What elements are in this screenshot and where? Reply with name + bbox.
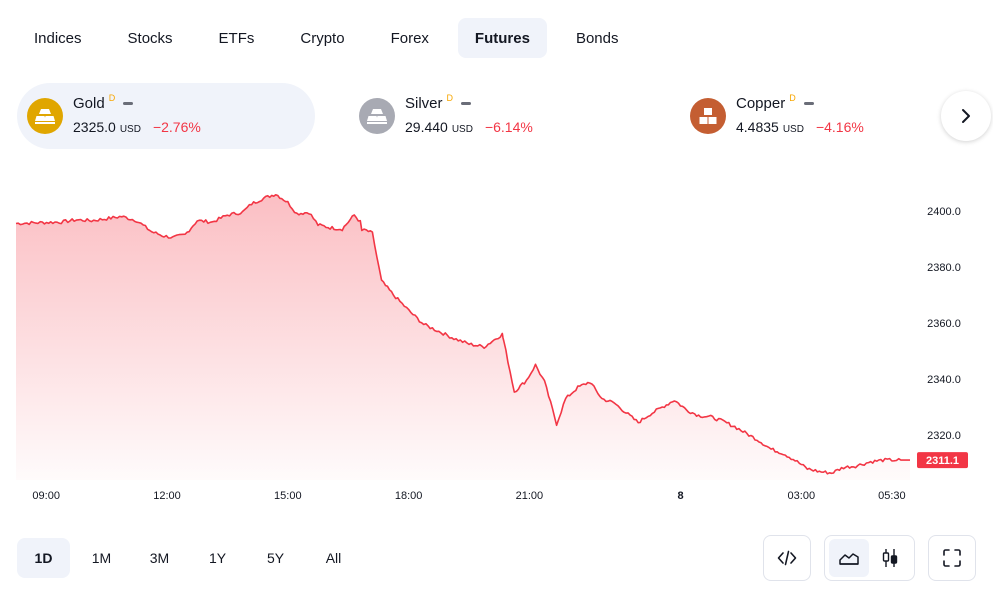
last-price-badge [917,452,968,469]
tab-crypto[interactable]: Crypto [300,29,345,47]
market-status-dash [123,102,134,105]
candlestick-chart-button[interactable] [870,539,910,577]
y-tick-label: 2320.0 [927,430,961,442]
symbol-price: 4.4835 [736,118,779,135]
price-area-fill [16,194,910,481]
range-1m[interactable]: 1M [91,550,112,566]
price-chart[interactable]: 2400.0 2380.0 2360.0 2340.0 2320.0 2311.1 09:0… [0,180,993,510]
x-tick-label: 8 [677,490,683,502]
area-chart-button[interactable] [829,539,869,577]
range-5y[interactable]: 5Y [266,550,285,566]
tab-indices[interactable]: Indices [34,29,82,47]
chart-style-toggle [824,535,915,581]
symbol-currency: USD [451,123,473,135]
gold-bars-icon [27,98,63,134]
symbol-values-row: 29.440 USD −6.14% [405,119,533,138]
range-selector: 1D 1M 3M 1Y 5Y All [17,538,365,578]
code-icon [777,550,797,566]
symbol-cards: Gold D 2325.0 USD −2.76% Silver D 29.440 USD −6.1… [17,83,977,149]
copper-blocks-icon-glyph [699,108,717,124]
y-tick-label: 2340.0 [927,374,961,386]
chevron-right-icon [962,109,970,123]
symbol-currency: USD [119,123,141,135]
symbol-name: Copper [736,94,786,112]
symbol-card-gold[interactable]: Gold D 2325.0 USD −2.76% [17,83,315,149]
symbol-values-row: 2325.0 USD −2.76% [73,119,201,138]
fullscreen-button[interactable] [928,535,976,581]
delayed-flag: D [789,92,796,103]
delayed-flag: D [446,92,454,103]
y-tick-label: 2360.0 [927,318,961,330]
x-tick-label: 09:00 [32,490,60,502]
silver-bars-icon-glyph [367,109,387,124]
market-status-dash [803,102,814,105]
range-3m[interactable]: 3M [149,550,170,566]
symbol-name-row: Copper D [736,93,864,113]
symbol-change: −4.16% [815,118,864,135]
range-1y[interactable]: 1Y [208,550,227,566]
symbol-values-row: 4.4835 USD −4.16% [736,119,864,138]
symbol-card-info: Gold D 2325.0 USD −2.76% [73,93,201,138]
embed-button[interactable] [763,535,811,581]
symbol-name-row: Gold D [73,93,201,113]
area-chart-icon [839,553,859,565]
x-tick-label: 05:30 [878,490,906,502]
x-tick-label: 18:00 [395,490,423,502]
symbol-card-info: Silver D 29.440 USD −6.14% [405,93,533,138]
price-chart-svg: 2400.0 2380.0 2360.0 2340.0 2320.0 2311.1 09:0… [15,194,968,502]
next-symbols-button[interactable] [941,91,991,141]
last-price-label: 2311.1 [926,455,959,467]
symbol-name: Gold [73,94,105,112]
gold-bars-icon-glyph [35,109,55,124]
delayed-flag: D [108,92,116,103]
range-all[interactable]: All [325,550,342,566]
x-tick-label: 03:00 [788,490,816,502]
symbol-name-row: Silver D [405,93,533,113]
symbol-change: −6.14% [484,118,533,135]
symbol-price: 29.440 [405,118,448,135]
tab-forex[interactable]: Forex [390,29,429,47]
x-tick-label: 21:00 [516,490,544,502]
silver-bars-icon [359,98,395,134]
symbol-price: 2325.0 [73,118,116,135]
category-tabs: Indices Stocks ETFs Crypto Forex Futures Bonds [17,18,647,58]
symbol-change: −2.76% [152,118,201,135]
candlestick-icon [882,549,898,567]
market-status-dash [461,102,472,105]
symbol-card-copper[interactable]: Copper D 4.4835 USD −4.16% [680,83,978,149]
symbol-card-info: Copper D 4.4835 USD −4.16% [736,93,864,138]
y-tick-label: 2380.0 [927,262,961,274]
symbol-name: Silver [405,94,443,112]
symbol-card-silver[interactable]: Silver D 29.440 USD −6.14% [349,83,647,149]
x-tick-label: 12:00 [153,490,181,502]
fullscreen-icon [943,549,961,567]
symbol-currency: USD [782,123,804,135]
tab-futures[interactable]: Futures [457,18,547,58]
tab-stocks[interactable]: Stocks [127,29,173,47]
tab-bonds[interactable]: Bonds [575,29,619,47]
copper-blocks-icon [690,98,726,134]
range-1d[interactable]: 1D [17,538,70,578]
x-tick-label: 15:00 [274,490,302,502]
y-tick-label: 2400.0 [927,206,961,218]
price-line [15,194,910,475]
tab-etfs[interactable]: ETFs [218,29,255,47]
